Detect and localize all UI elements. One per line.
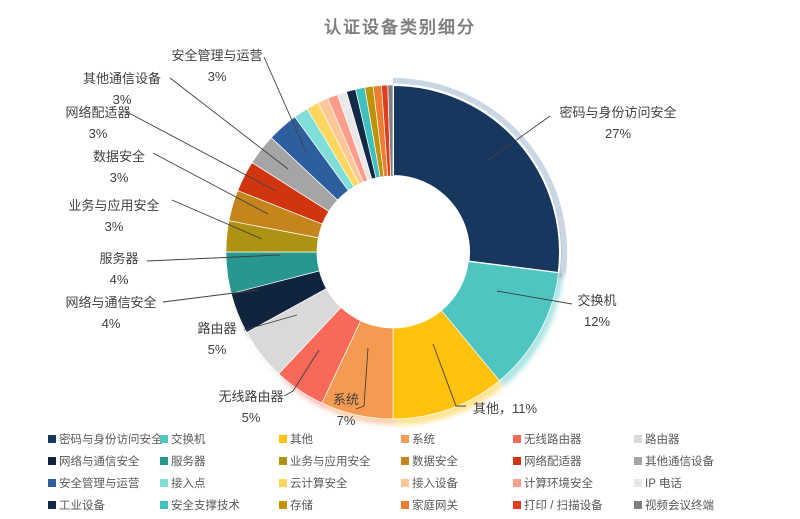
leader-line: [126, 111, 277, 192]
leader-line: [263, 56, 307, 153]
callout-category: 网络配适器: [65, 105, 131, 120]
leader-line: [486, 115, 551, 162]
callout-label-11: 其他通信设备 3%: [69, 68, 175, 110]
leader-line: [162, 289, 259, 303]
leader-line: [355, 347, 369, 410]
callout-label-0: 密码与身份访问安全 27%: [543, 102, 693, 144]
leader-line: [152, 152, 269, 215]
callout-category: 其他通信设备: [82, 71, 161, 86]
callout-category: 路由器: [197, 321, 237, 336]
leader-line: [146, 254, 281, 262]
callout-category: 无线路由器: [218, 389, 284, 404]
callout-label-12: 安全管理与运营 3%: [164, 45, 270, 87]
callout-label-10: 网络配适器 3%: [46, 102, 150, 144]
callout-percent: 3%: [109, 170, 129, 185]
callout-category: 数据安全: [92, 149, 145, 164]
leader-line: [171, 199, 263, 240]
callout-percent: 7%: [336, 413, 356, 428]
callout-category: 密码与身份访问安全: [559, 105, 677, 120]
leader-line: [432, 343, 466, 407]
callout-percent: 3%: [88, 126, 108, 141]
callout-category: 交换机: [577, 293, 617, 308]
donut-hole: [314, 173, 472, 331]
leader-line: [169, 77, 289, 170]
chart-title: 认证设备类别细分: [324, 18, 476, 37]
callout-category: 网络与通信安全: [65, 295, 157, 310]
callout-label-2: 其他，11%: [473, 398, 583, 419]
callout-label-7: 服务器 4%: [84, 248, 154, 290]
callout-category: 系统: [332, 392, 359, 407]
callout-category: 服务器: [99, 251, 139, 266]
callout-percent: 3%: [207, 69, 227, 84]
callout-percent: 3%: [112, 92, 132, 107]
callout-percent: 27%: [604, 126, 632, 141]
leader-line: [283, 349, 320, 397]
callout-percent: 5%: [207, 342, 227, 357]
callout-category: 业务与应用安全: [68, 198, 160, 213]
callout-category: 其他，11%: [473, 401, 538, 416]
callout-category: 安全管理与运营: [171, 48, 263, 63]
callout-percent: 5%: [241, 410, 261, 425]
callout-label-6: 网络与通信安全 4%: [51, 292, 171, 334]
callout-label-8: 业务与应用安全 3%: [55, 195, 173, 237]
callout-label-1: 交换机 12%: [547, 290, 647, 332]
leader-lines: [126, 56, 573, 410]
callout-label-3: 系统 7%: [311, 389, 381, 431]
leader-line: [496, 290, 573, 305]
callout-percent: 3%: [104, 219, 124, 234]
callout-label-9: 数据安全 3%: [81, 146, 157, 188]
callout-percent: 4%: [101, 316, 121, 331]
callout-label-4: 无线路由器 5%: [210, 386, 292, 428]
leader-line: [243, 314, 298, 331]
donut-slice: [392, 83, 561, 275]
callout-percent: 4%: [109, 272, 129, 287]
donut-slice: [387, 84, 394, 177]
callout-label-5: 路由器 5%: [184, 318, 250, 360]
callout-percent: 12%: [583, 314, 611, 329]
